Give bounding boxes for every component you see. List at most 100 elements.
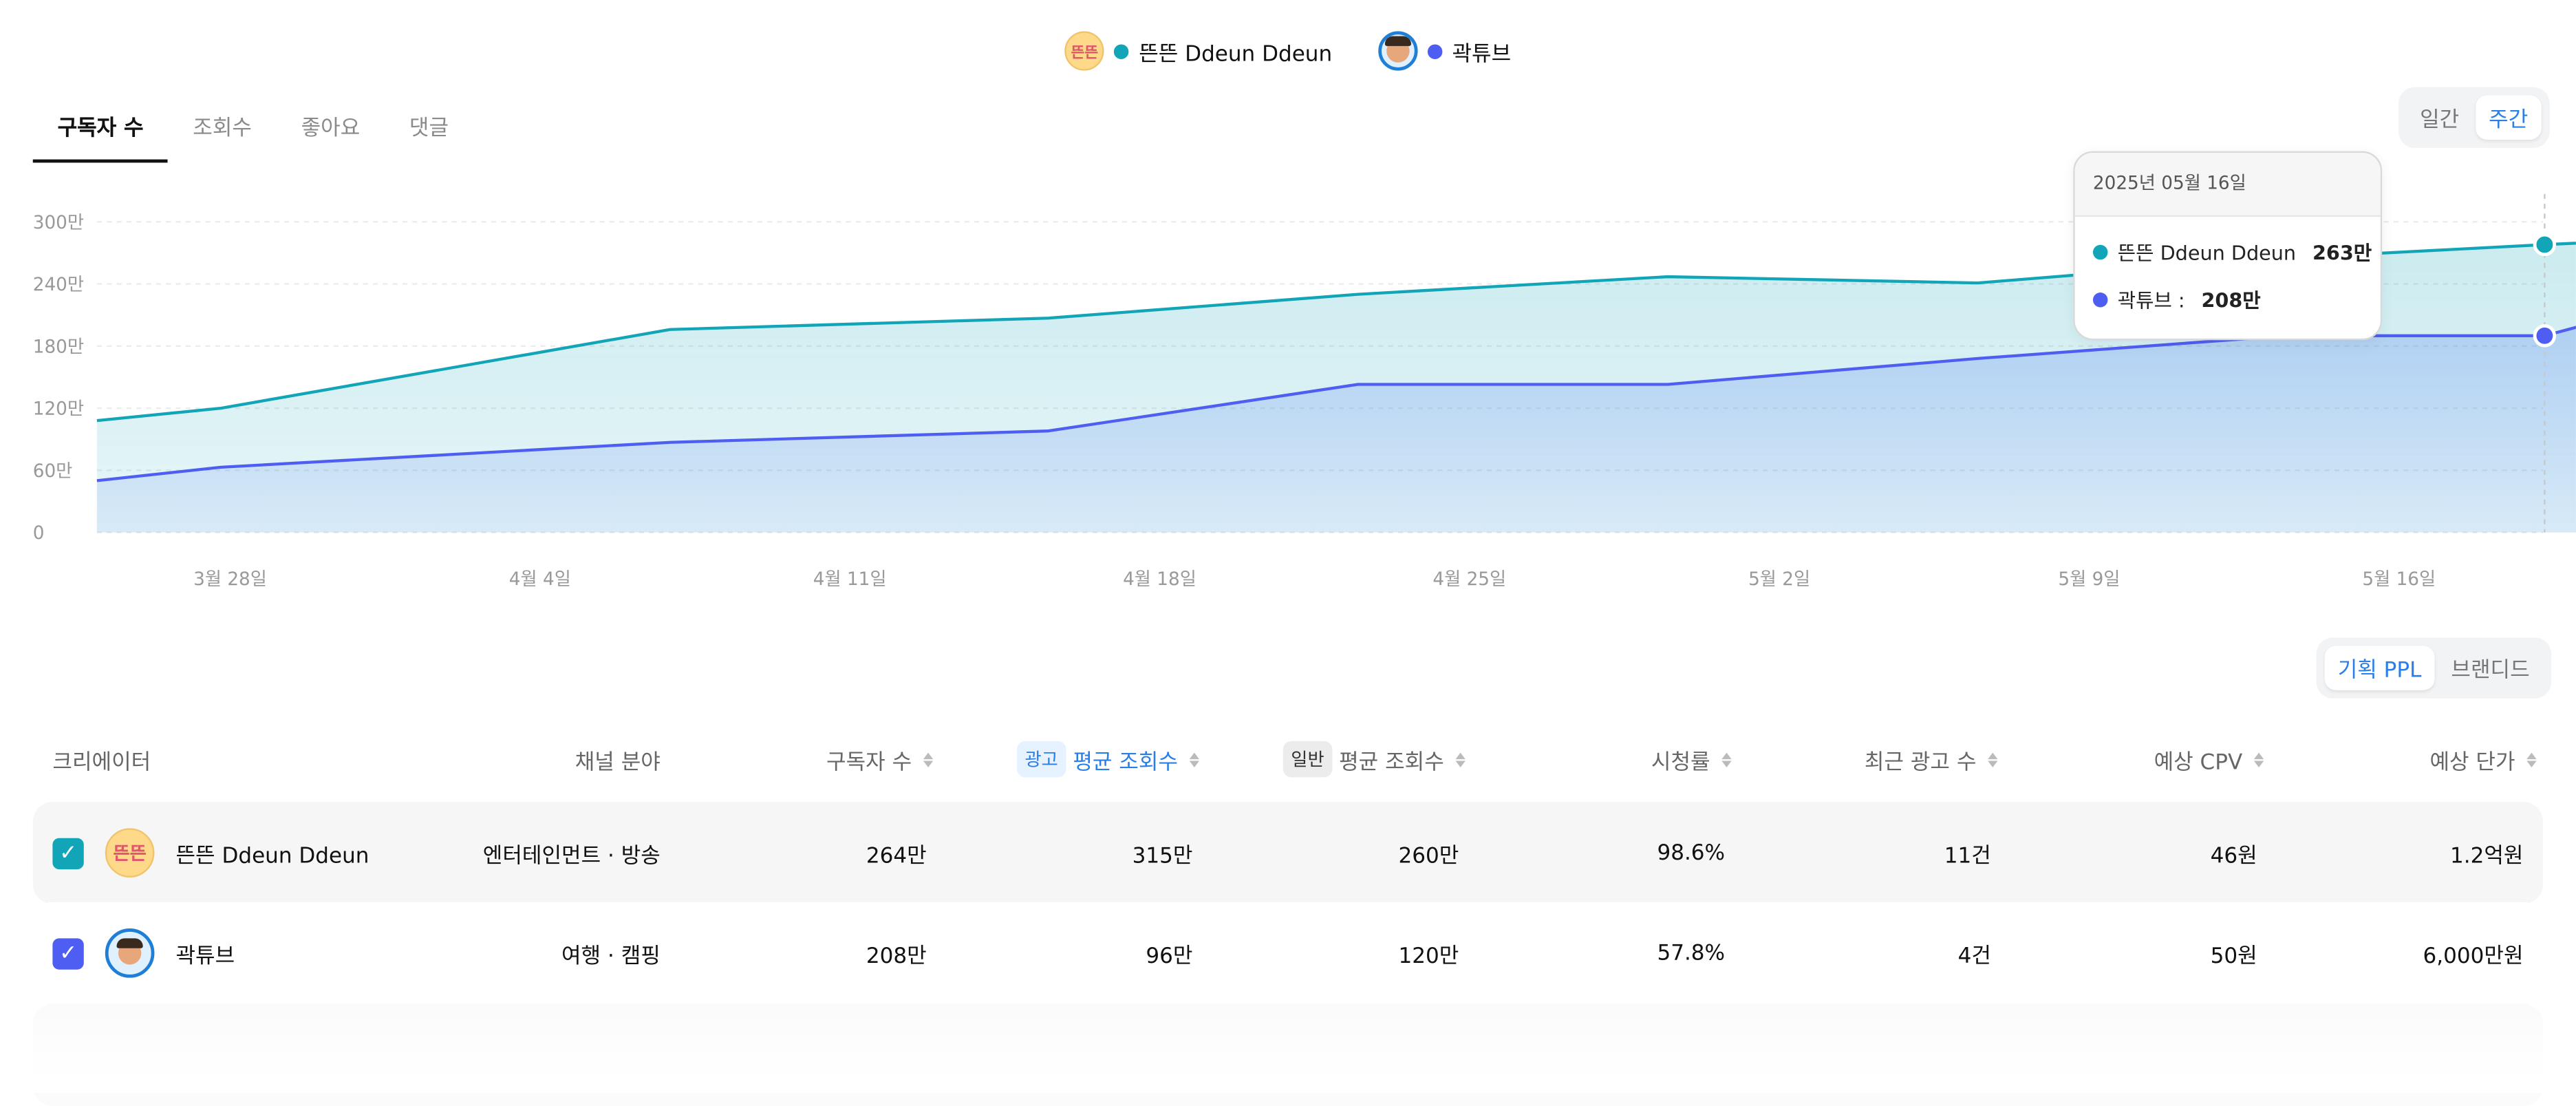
ad-avg-views: 315만	[1132, 844, 1193, 869]
creator-avatar	[105, 902, 155, 1004]
legend-item-kwaktube[interactable]: 곽튜브	[1378, 31, 1512, 71]
chart-tooltip: 2025년 05월 16일 뜬뜬 Ddeun Ddeun 263만 곽튜브 : …	[2073, 151, 2383, 341]
header-field: 채널 분야	[575, 732, 661, 787]
scroll-fade	[0, 1010, 2576, 1093]
y-tick-label: 120만	[33, 399, 84, 420]
view-rate: 57.8%	[1657, 940, 1726, 966]
header-rate-label: 시청률	[1651, 749, 1710, 775]
period-daily-option[interactable]: 일간	[2420, 108, 2460, 134]
y-axis-ticks: 0 60만 120만 180만 240만 300만	[33, 213, 84, 544]
channel-field: 엔터테인먼트 · 방송	[482, 844, 661, 869]
ad-chip: 광고	[1016, 741, 1066, 778]
recent-ads: 4건	[1957, 944, 1991, 969]
expected-cpv: 46원	[2210, 844, 2257, 869]
sort-icon	[2253, 752, 2264, 767]
y-tick-label: 180만	[33, 337, 84, 357]
tooltip-label-kwaktube: 곽튜브 :	[2117, 289, 2185, 312]
y-tick-label: 240만	[33, 275, 84, 295]
tooltip-row-kwaktube: 곽튜브 : 208만	[2075, 276, 2381, 323]
tab-views[interactable]: 조회수	[193, 116, 252, 142]
series-line	[96, 326, 2576, 482]
tooltip-dot-kwaktube	[2092, 293, 2108, 308]
tab-likes[interactable]: 좋아요	[301, 116, 361, 142]
header-ad-views-label: 평균 조회수	[1073, 749, 1178, 775]
channel-field: 여행 · 캠핑	[561, 944, 661, 969]
metric-tabs: 구독자 수 조회수 좋아요 댓글	[32, 105, 473, 163]
kwaktube-avatar-icon	[1378, 31, 1418, 71]
sort-icon	[1189, 752, 1200, 767]
x-tick-label: 4월 4일	[509, 569, 571, 590]
header-subscribers[interactable]: 구독자 수	[826, 732, 934, 787]
chart-legend: 뜬뜬 뜬뜬 Ddeun Ddeun 곽튜브	[0, 31, 2576, 71]
chart-lines	[96, 242, 2576, 482]
legend-dot-kwaktube	[1427, 43, 1443, 59]
expected-price: 6,000만원	[2423, 944, 2524, 969]
subscriber-chart[interactable]: 0 60만 120만 180만 240만 300만 3월 28일 4월 4일 4월 11일 4월…	[0, 193, 2576, 605]
header-cpv-label: 예상 CPV	[2154, 749, 2243, 775]
x-tick-label: 4월 11일	[813, 569, 887, 590]
chart-hover-marker	[2533, 193, 2557, 533]
sort-icon	[1455, 752, 1466, 767]
x-tick-label: 5월 9일	[2058, 569, 2120, 590]
hover-point	[2533, 233, 2557, 257]
header-cpv[interactable]: 예상 CPV	[2154, 732, 2264, 787]
header-ad-avg-views[interactable]: 광고 평균 조회수	[1016, 732, 1200, 787]
subscribers: 208만	[866, 944, 927, 969]
tooltip-row-ddeun: 뜬뜬 Ddeun Ddeun 263만	[2075, 228, 2381, 276]
sort-icon	[1988, 752, 1998, 767]
checkbox-checked-icon: ✓	[52, 837, 84, 869]
ppl-type-toggle: 기획 PPL 브랜디드	[2316, 637, 2551, 699]
sort-icon	[923, 752, 934, 767]
legend-label-kwaktube: 곽튜브	[1452, 41, 1512, 67]
tab-subscribers[interactable]: 구독자 수	[32, 105, 169, 163]
tooltip-value-ddeun: 263만	[2312, 241, 2372, 265]
tooltip-date: 2025년 05월 16일	[2074, 153, 2381, 217]
x-tick-label: 5월 2일	[1748, 569, 1810, 590]
legend-label-ddeun: 뜬뜬 Ddeun Ddeun	[1139, 41, 1333, 67]
series-area	[96, 327, 2576, 533]
x-tick-label: 3월 28일	[193, 569, 267, 590]
table-row[interactable]: ✓ 뜬뜬 뜬뜬 Ddeun Ddeun 엔터테인먼트 · 방송 264만 315…	[32, 802, 2544, 904]
x-tick-label: 5월 16일	[2362, 569, 2436, 590]
creator-name[interactable]: 곽튜브	[175, 944, 235, 969]
creator-name[interactable]: 뜬뜬 Ddeun Ddeun	[175, 844, 369, 869]
kwaktube-avatar-icon	[105, 928, 155, 978]
y-tick-label: 300만	[33, 213, 84, 233]
row-checkbox[interactable]: ✓	[52, 802, 84, 904]
ddeun-logo-icon: 뜬뜬	[1064, 31, 1105, 71]
header-gen-views-label: 평균 조회수	[1339, 749, 1444, 775]
header-general-avg-views[interactable]: 일반 평균 조회수	[1282, 732, 1466, 787]
expected-price: 1.2억원	[2449, 844, 2524, 869]
recent-ads: 11건	[1944, 844, 1991, 869]
subscribers: 264만	[866, 844, 927, 869]
header-creator-label: 크리에이터	[52, 749, 151, 775]
general-avg-views: 120만	[1398, 944, 1459, 969]
table-row[interactable]: ✓ 곽튜브 여행 · 캠핑 208만 96만 120만 57.8% 4건 50원…	[32, 902, 2544, 1004]
creator-avatar: 뜬뜬	[105, 802, 155, 904]
ppl-branded-option[interactable]: 브랜디드	[2451, 659, 2530, 684]
sort-icon	[1721, 752, 1732, 767]
general-chip: 일반	[1282, 741, 1333, 778]
header-view-rate[interactable]: 시청률	[1651, 732, 1732, 787]
tooltip-value-kwaktube: 208만	[2201, 289, 2261, 312]
header-field-label: 채널 분야	[575, 749, 661, 775]
period-toggle: 일간 주간	[2398, 87, 2550, 148]
ppl-planned-option[interactable]: 기획 PPL	[2324, 646, 2435, 690]
tab-comments[interactable]: 댓글	[409, 116, 449, 142]
sort-icon	[2526, 752, 2537, 767]
row-checkbox[interactable]: ✓	[52, 902, 84, 1004]
hover-point	[2533, 324, 2557, 348]
period-weekly-option[interactable]: 주간	[2476, 95, 2542, 140]
checkbox-checked-icon: ✓	[52, 937, 84, 969]
legend-item-ddeun[interactable]: 뜬뜬 뜬뜬 Ddeun Ddeun	[1064, 31, 1333, 71]
general-avg-views: 260만	[1398, 844, 1459, 869]
header-creator: 크리에이터	[52, 732, 151, 787]
legend-dot-ddeun	[1114, 43, 1129, 59]
ad-avg-views: 96만	[1146, 944, 1193, 969]
header-recent-ads[interactable]: 최근 광고 수	[1865, 732, 1998, 787]
x-tick-label: 4월 25일	[1432, 569, 1506, 590]
ddeun-logo-icon: 뜬뜬	[105, 828, 155, 878]
header-subscribers-label: 구독자 수	[826, 749, 912, 775]
header-price[interactable]: 예상 단가	[2429, 732, 2537, 787]
series-line	[96, 242, 2576, 423]
